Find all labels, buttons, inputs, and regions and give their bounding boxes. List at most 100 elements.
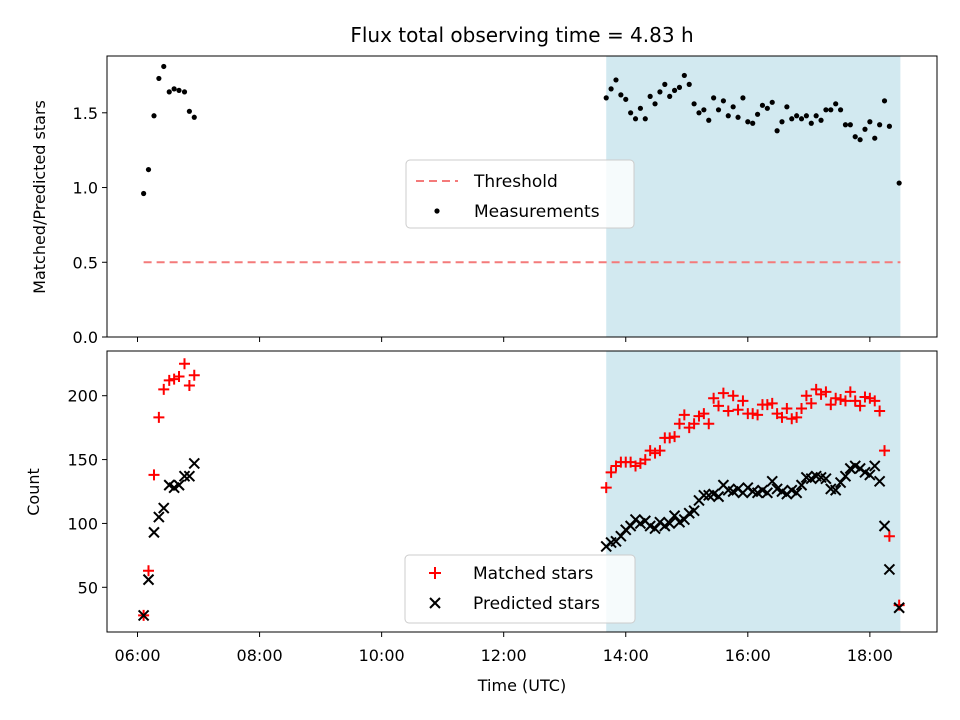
measurement-point xyxy=(186,108,192,114)
matched-star-point xyxy=(800,390,812,402)
measurement-point xyxy=(784,104,790,110)
measurement-point xyxy=(764,105,770,111)
matched-star-point xyxy=(825,399,837,411)
measurement-point xyxy=(171,86,177,92)
predicted-star-point xyxy=(869,460,881,472)
y-tick-label: 0.5 xyxy=(73,253,98,272)
measurement-point xyxy=(696,110,702,116)
measurement-point xyxy=(686,81,692,87)
predicted-star-point xyxy=(893,602,905,614)
measurement-point xyxy=(823,107,829,113)
bottom-panel: 50 100 150 200 06:00 08:00 10:00 12:00 14:00 16:… xyxy=(24,350,938,695)
bottom-x-axis-ticks: 06:00 08:00 10:00 12:00 14:00 16:00 18:00 xyxy=(114,632,893,665)
measurement-point xyxy=(774,128,780,134)
measurement-point xyxy=(754,111,761,117)
measurement-point xyxy=(711,95,717,101)
measurement-point xyxy=(618,92,624,98)
matched-star-point xyxy=(630,460,642,472)
predicted-star-point xyxy=(839,470,852,482)
matched-star-point xyxy=(839,395,851,407)
predicted-star-point xyxy=(864,469,876,481)
measurement-point xyxy=(852,134,858,140)
matched-star-point xyxy=(752,409,764,421)
predicted-star-point xyxy=(883,563,896,576)
matched-star-point xyxy=(713,400,725,412)
x-axis-label: Time (UTC) xyxy=(477,676,566,695)
top-x-axis-ticks xyxy=(137,337,871,342)
measurement-point xyxy=(750,120,756,126)
matched-star-point xyxy=(747,408,759,420)
top-y-axis-label: Matched/Predicted stars xyxy=(30,100,49,294)
legend-matched-label: Matched stars xyxy=(473,564,593,584)
predicted-star-point xyxy=(820,473,832,485)
measurement-point xyxy=(759,102,766,108)
measurement-point xyxy=(676,84,683,90)
matched-star-point xyxy=(639,454,651,466)
predicted-star-point xyxy=(649,522,661,535)
legend-measurements-swatch xyxy=(434,208,440,214)
matched-star-point xyxy=(153,411,165,423)
y-tick-label: 50 xyxy=(78,578,98,597)
matched-star-point xyxy=(859,391,871,403)
matched-star-point xyxy=(786,413,798,425)
measurement-point xyxy=(176,87,182,93)
measurement-point xyxy=(647,93,653,99)
top-legend-box xyxy=(405,159,635,229)
matched-star-point xyxy=(179,358,191,370)
measurement-point xyxy=(769,99,775,105)
matched-star-point xyxy=(815,388,827,400)
predicted-star-point xyxy=(183,470,196,482)
bottom-y-axis-ticks: 50 100 150 200 xyxy=(67,387,107,597)
legend-threshold-label: Threshold xyxy=(473,172,558,192)
matched-star-point xyxy=(835,394,847,406)
x-tick-label: 18:00 xyxy=(847,646,893,665)
y-tick-label: 200 xyxy=(67,387,98,406)
measurement-point xyxy=(623,96,629,102)
measurement-point xyxy=(720,98,726,104)
measurement-point xyxy=(794,113,800,119)
measurement-point xyxy=(603,95,609,101)
measurement-point xyxy=(671,87,678,93)
measurement-point xyxy=(896,180,902,186)
measurement-point xyxy=(881,98,888,104)
matched-star-point xyxy=(188,369,200,381)
y-tick-label: 100 xyxy=(67,514,98,533)
predicted-star-point xyxy=(158,502,170,514)
chart-title: Flux total observing time = 4.83 h xyxy=(350,23,693,47)
matched-star-point xyxy=(810,383,822,395)
matched-star-point xyxy=(737,395,749,407)
matched-star-point xyxy=(168,373,180,385)
matched-star-point xyxy=(703,418,715,430)
y-tick-label: 150 xyxy=(67,451,98,470)
measurement-point xyxy=(837,107,844,113)
bottom-legend: Matched stars Predicted stars xyxy=(404,554,636,624)
predicted-star-point xyxy=(698,489,710,502)
measurement-point xyxy=(862,126,868,132)
measurement-point xyxy=(191,114,197,120)
measurement-point xyxy=(642,116,648,122)
measurement-point xyxy=(706,117,712,123)
measurement-point xyxy=(181,89,188,95)
matched-stars-series xyxy=(138,358,905,621)
matched-star-point xyxy=(669,431,681,443)
measurement-point xyxy=(613,77,619,83)
legend-matched-swatch xyxy=(429,567,441,579)
x-tick-label: 06:00 xyxy=(114,646,160,665)
matched-star-point xyxy=(664,432,676,444)
measurement-point xyxy=(818,117,824,123)
matched-star-point xyxy=(649,447,661,459)
bottom-axes-frame xyxy=(106,350,938,633)
measurement-point xyxy=(701,107,707,113)
matched-star-point xyxy=(644,445,656,457)
matched-star-point xyxy=(883,530,895,542)
matched-star-point xyxy=(183,379,195,391)
matched-star-point xyxy=(844,386,856,398)
matched-star-point xyxy=(673,418,685,430)
measurement-point xyxy=(161,63,167,70)
y-tick-label: 1.0 xyxy=(73,179,98,198)
matched-star-point xyxy=(869,395,881,407)
predicted-star-point xyxy=(663,517,676,530)
top-panel: Flux total observing time = 4.83 h 0.00.… xyxy=(30,23,938,347)
predicted-star-point xyxy=(873,475,886,487)
